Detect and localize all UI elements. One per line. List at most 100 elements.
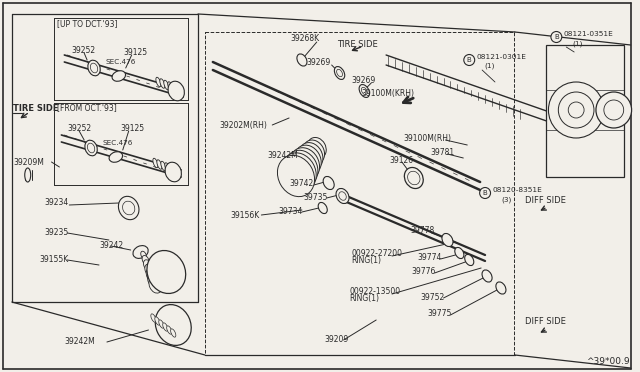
Text: 39752: 39752 [420, 294, 445, 302]
Text: 39775: 39775 [428, 310, 452, 318]
Ellipse shape [25, 168, 31, 182]
Ellipse shape [90, 63, 98, 73]
Ellipse shape [112, 71, 125, 81]
Text: 08121-0351E: 08121-0351E [563, 31, 613, 37]
Ellipse shape [148, 273, 159, 288]
Text: 39126: 39126 [389, 155, 413, 164]
Ellipse shape [337, 69, 342, 77]
Ellipse shape [155, 317, 160, 325]
Text: [FROM OCT.'93]: [FROM OCT.'93] [58, 103, 117, 112]
Text: 39734: 39734 [278, 206, 303, 215]
Text: DIFF SIDE: DIFF SIDE [525, 317, 566, 327]
Text: (1): (1) [572, 41, 582, 47]
Ellipse shape [160, 79, 165, 88]
Text: 39209: 39209 [324, 336, 349, 344]
Ellipse shape [303, 140, 324, 164]
Ellipse shape [145, 264, 154, 276]
Ellipse shape [294, 145, 321, 175]
Ellipse shape [88, 60, 100, 76]
Text: 39242M: 39242M [65, 337, 95, 346]
Ellipse shape [153, 158, 158, 168]
Ellipse shape [323, 176, 334, 190]
Ellipse shape [172, 83, 177, 93]
Ellipse shape [159, 320, 164, 328]
Ellipse shape [318, 202, 327, 214]
Text: 39155K: 39155K [40, 256, 69, 264]
Ellipse shape [362, 87, 367, 95]
Text: 39209M: 39209M [14, 157, 45, 167]
Ellipse shape [149, 277, 162, 293]
Circle shape [596, 92, 632, 128]
Text: 39742: 39742 [289, 179, 314, 187]
Text: TIRE SIDE: TIRE SIDE [13, 103, 58, 112]
Text: 39735: 39735 [303, 192, 327, 202]
Ellipse shape [165, 162, 181, 182]
Ellipse shape [163, 323, 168, 331]
Text: 39269: 39269 [307, 58, 331, 67]
Ellipse shape [496, 282, 506, 294]
Text: 39268K: 39268K [290, 33, 319, 42]
Circle shape [604, 100, 623, 120]
Circle shape [464, 55, 475, 65]
Ellipse shape [133, 246, 148, 259]
Text: 00922-27200: 00922-27200 [351, 248, 403, 257]
Ellipse shape [297, 54, 307, 66]
Text: 08120-8351E: 08120-8351E [492, 187, 542, 193]
Text: 08121-0301E: 08121-0301E [476, 54, 526, 60]
Ellipse shape [171, 329, 176, 337]
Circle shape [551, 32, 562, 42]
Ellipse shape [299, 142, 323, 169]
Ellipse shape [404, 167, 423, 189]
Ellipse shape [282, 153, 316, 191]
Ellipse shape [157, 160, 162, 169]
Ellipse shape [161, 161, 166, 171]
Ellipse shape [455, 247, 464, 259]
Text: 39234: 39234 [45, 198, 68, 206]
Ellipse shape [142, 256, 149, 264]
Text: B: B [554, 34, 559, 40]
Text: B: B [467, 57, 472, 63]
Text: 39781: 39781 [431, 148, 455, 157]
Text: 39125: 39125 [124, 48, 148, 57]
Ellipse shape [482, 270, 492, 282]
Ellipse shape [143, 260, 152, 270]
Ellipse shape [286, 150, 318, 186]
Text: 39100M(RH): 39100M(RH) [404, 134, 452, 142]
Ellipse shape [359, 84, 369, 97]
Ellipse shape [147, 250, 186, 294]
Ellipse shape [291, 148, 319, 180]
Text: RING(1): RING(1) [351, 257, 381, 266]
Text: 39252: 39252 [67, 124, 92, 132]
Ellipse shape [164, 163, 170, 172]
Ellipse shape [336, 189, 349, 203]
Ellipse shape [465, 254, 474, 266]
Ellipse shape [408, 171, 420, 185]
Text: 39774: 39774 [418, 253, 442, 263]
Text: 39252: 39252 [71, 45, 95, 55]
Text: 39776: 39776 [412, 267, 436, 276]
Text: B: B [483, 190, 488, 196]
Ellipse shape [156, 77, 161, 87]
Ellipse shape [85, 140, 97, 156]
Text: 39242: 39242 [99, 241, 123, 250]
Ellipse shape [141, 251, 147, 259]
Ellipse shape [109, 152, 122, 162]
Bar [205, 32, 514, 355]
Ellipse shape [166, 326, 172, 334]
Text: DIFF SIDE: DIFF SIDE [525, 196, 566, 205]
Ellipse shape [442, 234, 453, 247]
Circle shape [568, 102, 584, 118]
Ellipse shape [146, 268, 157, 282]
Ellipse shape [277, 155, 315, 197]
Text: 39778: 39778 [411, 225, 435, 234]
Text: (3): (3) [501, 197, 511, 203]
Text: 39100M(KRH): 39100M(KRH) [362, 89, 414, 97]
Circle shape [548, 82, 604, 138]
Ellipse shape [118, 196, 139, 220]
Text: [UP TO DCT.'93]: [UP TO DCT.'93] [58, 19, 118, 29]
Ellipse shape [88, 143, 95, 153]
Text: 39235: 39235 [45, 228, 68, 237]
Ellipse shape [168, 82, 173, 91]
Text: 00922-13500: 00922-13500 [349, 286, 401, 295]
Ellipse shape [339, 192, 346, 200]
